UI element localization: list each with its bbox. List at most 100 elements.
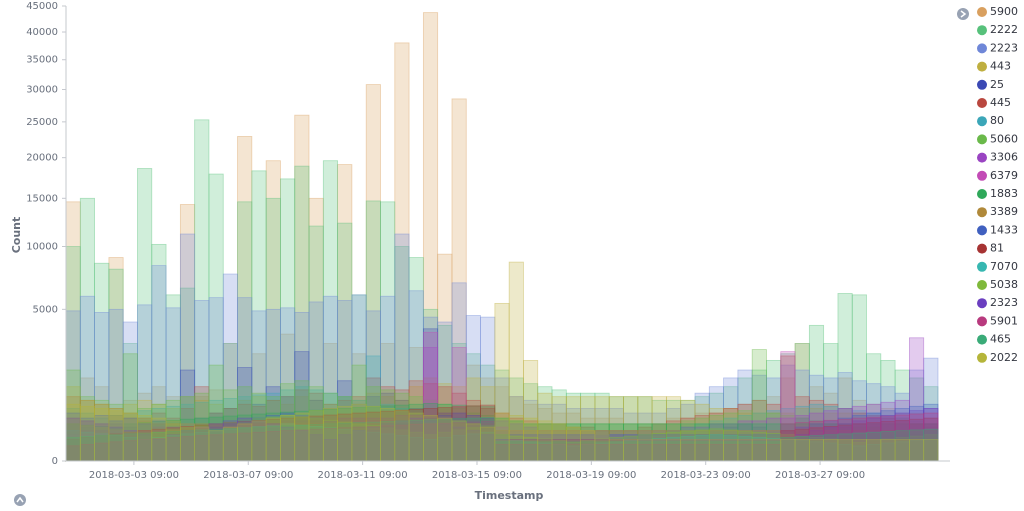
legend-swatch[interactable]	[977, 116, 987, 127]
legend-label[interactable]: 5901	[990, 314, 1018, 327]
bar	[580, 430, 596, 462]
bar	[837, 439, 853, 462]
bar	[651, 439, 667, 462]
legend-swatch[interactable]	[977, 352, 987, 363]
bar	[794, 439, 810, 462]
bar	[280, 415, 296, 462]
legend-label[interactable]: 81	[990, 242, 1004, 255]
bar	[394, 410, 410, 462]
legend-swatch[interactable]	[977, 334, 987, 345]
legend-label[interactable]: 465	[990, 333, 1011, 346]
bar	[766, 439, 782, 462]
legend-label[interactable]: 2323	[990, 296, 1018, 309]
bar	[308, 410, 324, 462]
bar	[251, 420, 267, 462]
legend-swatch[interactable]	[977, 25, 987, 36]
x-tick-label: 2018-03-27 09:00	[775, 470, 865, 481]
legend-swatch[interactable]	[977, 225, 987, 236]
bar	[408, 412, 424, 462]
x-tick-label: 2018-03-03 09:00	[89, 470, 179, 481]
x-tick-label: 2018-03-11 09:00	[318, 470, 408, 481]
legend-label[interactable]: 3389	[990, 205, 1018, 218]
x-axis-label: Timestamp	[475, 489, 544, 502]
y-tick-label: 0	[52, 456, 58, 467]
bar	[751, 439, 767, 462]
legend-swatch[interactable]	[977, 243, 987, 254]
legend-swatch[interactable]	[977, 298, 987, 309]
legend-label[interactable]: 2223	[990, 41, 1018, 54]
y-tick-label: 30000	[26, 84, 58, 95]
bar	[494, 412, 510, 462]
legend-label[interactable]: 3306	[990, 151, 1018, 164]
collapse-toggle[interactable]	[14, 494, 26, 506]
bar	[608, 439, 624, 462]
legend-label[interactable]: 445	[990, 96, 1011, 109]
bar	[880, 439, 896, 462]
bar	[565, 426, 582, 462]
bar	[179, 423, 196, 462]
bar	[265, 417, 281, 462]
legend-swatch[interactable]	[977, 207, 987, 218]
bar	[808, 439, 825, 462]
legend-label[interactable]: 443	[990, 60, 1011, 73]
legend-swatch[interactable]	[977, 61, 987, 72]
legend-swatch[interactable]	[977, 261, 987, 272]
y-tick-label: 20000	[26, 153, 58, 164]
legend-swatch[interactable]	[977, 79, 987, 90]
bar	[79, 405, 95, 462]
y-tick-label: 25000	[26, 117, 58, 128]
y-tick-label: 40000	[26, 27, 58, 38]
bar	[680, 439, 696, 462]
y-tick-label: 10000	[26, 242, 58, 253]
bar	[851, 439, 867, 462]
bar	[909, 439, 925, 462]
legend-swatch[interactable]	[977, 134, 987, 145]
bar	[694, 439, 710, 462]
legend-label[interactable]: 5038	[990, 278, 1018, 291]
legend-swatch[interactable]	[977, 43, 987, 54]
bar	[537, 420, 553, 462]
bar	[322, 408, 339, 462]
collapse-toggle-icon	[16, 496, 24, 503]
legend-label[interactable]: 80	[990, 114, 1004, 127]
legend-toggle[interactable]	[957, 8, 969, 20]
bar	[737, 439, 753, 462]
legend-swatch[interactable]	[977, 170, 987, 181]
legend-label[interactable]: 1433	[990, 223, 1018, 236]
bar	[623, 439, 639, 462]
bar	[894, 439, 910, 462]
bar	[780, 439, 796, 462]
legend-swatch[interactable]	[977, 152, 987, 163]
bar	[637, 439, 653, 462]
bar	[708, 439, 724, 462]
bar	[923, 439, 939, 462]
legend-label[interactable]: 5060	[990, 132, 1018, 145]
bar	[337, 405, 353, 462]
legend-label[interactable]: 5900	[990, 5, 1018, 18]
legend-label[interactable]: 25	[990, 78, 1004, 91]
bar	[523, 417, 539, 462]
legend-label[interactable]: 2022	[990, 351, 1018, 364]
legend-label[interactable]: 6379	[990, 169, 1018, 182]
y-tick-label: 5000	[33, 304, 58, 315]
bar	[108, 410, 124, 462]
legend-swatch[interactable]	[977, 316, 987, 327]
legend-swatch[interactable]	[977, 280, 987, 290]
bar	[208, 430, 224, 462]
y-axis-label: Count	[10, 217, 23, 254]
legend-label[interactable]: 1883	[990, 187, 1018, 200]
bar	[237, 423, 253, 462]
y-tick-label: 35000	[26, 55, 58, 66]
bar	[137, 415, 153, 462]
legend-swatch[interactable]	[977, 189, 987, 199]
legend-label[interactable]: 2222	[990, 23, 1018, 36]
legend-label[interactable]: 7070	[990, 260, 1018, 273]
bar	[465, 423, 481, 462]
bar	[222, 426, 238, 462]
legend-swatch[interactable]	[977, 98, 987, 108]
bar	[365, 405, 381, 462]
legend-toggle-icon	[960, 10, 967, 18]
legend-swatch[interactable]	[977, 7, 987, 17]
bar	[665, 439, 682, 462]
